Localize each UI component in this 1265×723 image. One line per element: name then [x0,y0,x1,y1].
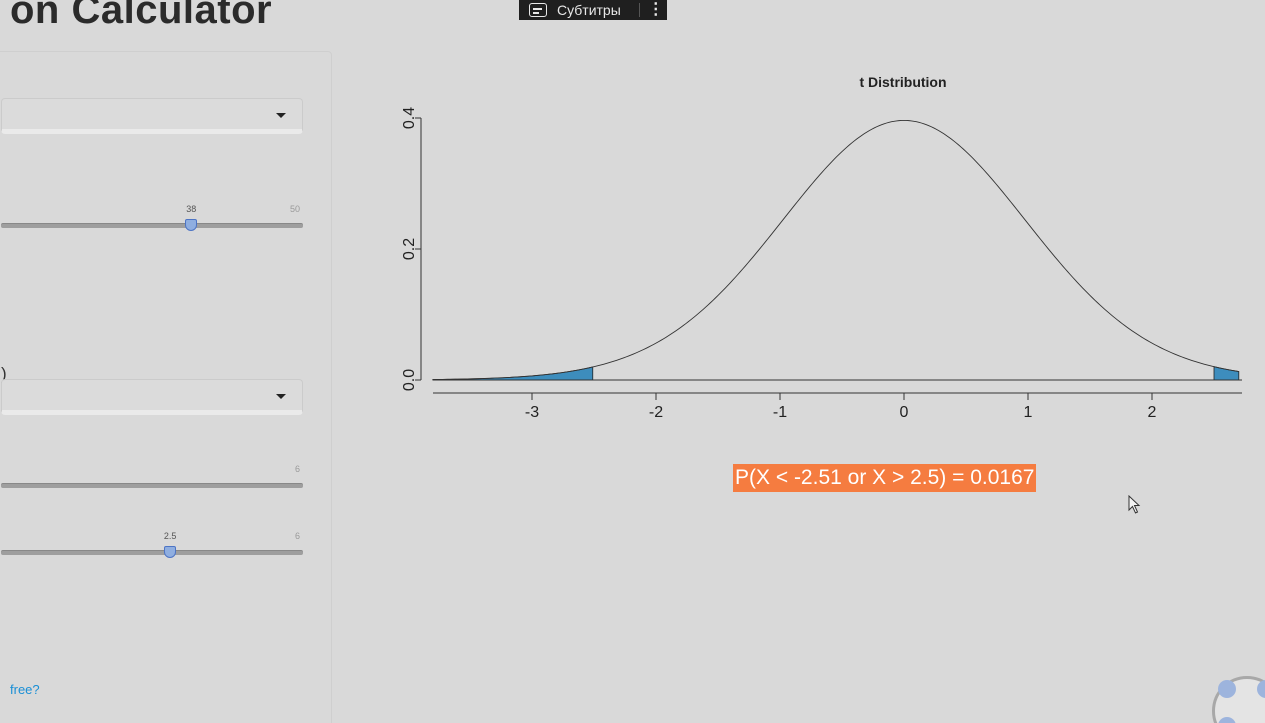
subtitles-label[interactable]: Субтитры [557,2,621,18]
slider-value-label: 38 [186,204,197,214]
shaded-tail-0 [432,366,594,381]
slider-handle[interactable] [164,546,177,558]
df-slider[interactable]: 38 50 [1,202,303,232]
tail-select[interactable] [1,379,303,415]
chevron-down-icon [276,113,286,118]
t-distribution-chart: t Distribution -3 -2 -1 0 1 2 0.0 0.2 0.4 [401,74,1242,421]
x-tick-label: 0 [900,404,909,421]
density-curve [432,119,1239,380]
slider-max-label: 6 [294,531,300,541]
closed-captions-icon[interactable] [529,3,547,17]
widget-dot [1257,680,1265,698]
x-tick-label: 1 [1024,404,1033,421]
widget-icon[interactable] [1212,676,1265,723]
widget-dot [1218,680,1236,698]
slider-max-label: 50 [289,204,300,214]
sidebar-panel: 38 50 ) 6 2.5 6 free? [0,51,332,723]
upper-bound-slider[interactable]: 2.5 6 [1,529,303,559]
shaded-tail-1 [1213,366,1240,381]
probability-result: P(X < -2.51 or X > 2.5) = 0.0167 [733,464,1037,492]
free-link[interactable]: free? [10,682,40,697]
divider [638,3,640,17]
slider-value-label: 2.5 [163,531,177,541]
slider-track[interactable] [1,483,303,488]
mouse-cursor-icon [1128,495,1141,514]
chevron-down-icon [276,394,286,399]
widget-dot [1218,717,1236,723]
lower-bound-slider[interactable]: 6 [1,462,303,492]
y-tick-label: 0.2 [401,238,418,260]
slider-max-label: 6 [294,464,300,474]
distribution-select[interactable] [1,98,303,134]
chart-title: t Distribution [859,74,946,90]
slider-track[interactable] [1,550,303,555]
x-tick-label: -2 [649,404,663,421]
page-title: on Calculator [10,0,273,32]
y-tick-label: 0.4 [401,107,418,129]
more-vertical-icon[interactable]: ⋮ [647,1,664,18]
paren-text: ) [1,364,7,383]
x-tick-label: 2 [1148,404,1157,421]
y-tick-label: 0.0 [401,369,418,391]
subtitles-bar[interactable]: Субтитры ⋮ [519,0,667,20]
x-tick-label: -3 [525,404,539,421]
x-tick-label: -1 [773,404,787,421]
slider-track[interactable] [1,223,303,228]
slider-handle[interactable] [185,219,198,231]
